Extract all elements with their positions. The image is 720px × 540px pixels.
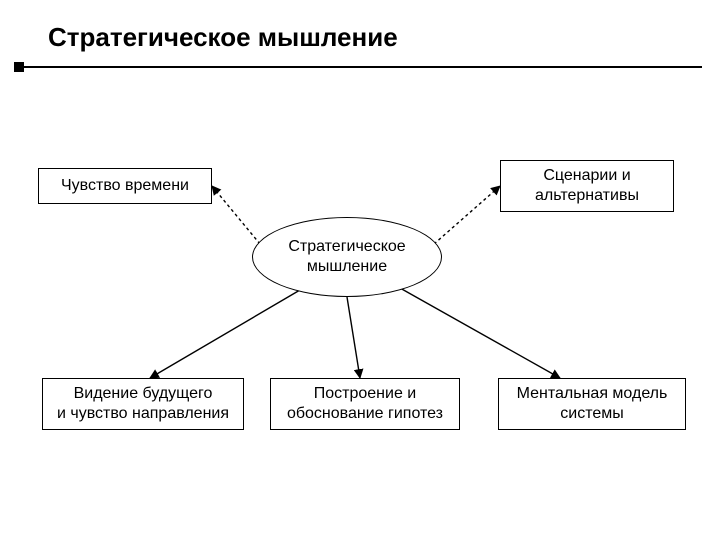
node-n3: Видение будущего и чувство направления	[42, 378, 244, 430]
page-title: Стратегическое мышление	[48, 22, 398, 53]
node-n5: Ментальная модель системы	[498, 378, 686, 430]
node-label: Стратегическое мышление	[288, 237, 405, 277]
edge-center-n5	[400, 288, 560, 378]
node-label: Видение будущего и чувство направления	[57, 384, 229, 424]
edge-center-n3	[150, 290, 300, 378]
edge-center-n1	[212, 186, 260, 244]
node-center: Стратегическое мышление	[252, 217, 442, 297]
title-rule	[18, 66, 702, 68]
edge-center-n4	[347, 297, 360, 378]
node-label: Ментальная модель системы	[517, 384, 668, 424]
node-n2: Сценарии и альтернативы	[500, 160, 674, 212]
node-n4: Построение и обоснование гипотез	[270, 378, 460, 430]
node-label: Построение и обоснование гипотез	[287, 384, 443, 424]
node-n1: Чувство времени	[38, 168, 212, 204]
node-label: Чувство времени	[61, 176, 189, 196]
node-label: Сценарии и альтернативы	[535, 166, 639, 206]
edge-center-n2	[434, 186, 500, 244]
